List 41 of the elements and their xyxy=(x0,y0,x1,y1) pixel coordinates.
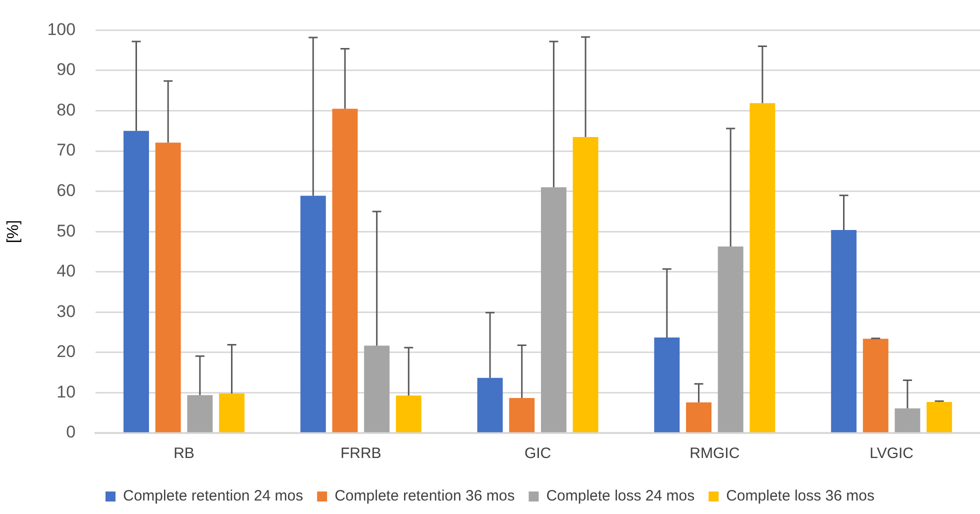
x-tick-label: RMGIC xyxy=(690,445,740,462)
x-tick-label: FRRB xyxy=(340,445,382,462)
y-tick-label: 20 xyxy=(56,342,76,362)
x-tick-label: LVGIC xyxy=(870,445,914,462)
bar xyxy=(332,108,358,432)
y-tick-label: 80 xyxy=(56,100,76,120)
bar xyxy=(509,398,535,432)
bar xyxy=(219,394,245,432)
y-tick-label: 50 xyxy=(56,221,76,240)
bar xyxy=(686,402,712,432)
y-tick-label: 70 xyxy=(56,140,76,160)
legend-label: Complete retention 36 mos xyxy=(334,488,515,505)
bar xyxy=(862,338,888,432)
y-tick-label: 0 xyxy=(66,422,76,442)
x-tick-label: GIC xyxy=(524,445,552,462)
bar xyxy=(654,338,680,432)
y-tick-label: 60 xyxy=(56,181,76,200)
bar xyxy=(187,395,213,432)
y-tick-label: 100 xyxy=(47,20,76,39)
legend-label: Complete loss 24 mos xyxy=(546,488,695,505)
bar xyxy=(477,378,503,432)
legend-label: Complete loss 36 mos xyxy=(726,488,874,505)
bar xyxy=(718,246,744,432)
bar xyxy=(396,396,422,432)
y-axis-title: [%] xyxy=(5,220,22,244)
y-tick-label: 90 xyxy=(56,60,76,80)
legend-label: Complete retention 24 mos xyxy=(123,488,304,505)
bar xyxy=(540,187,566,432)
bar xyxy=(894,408,920,432)
bar xyxy=(750,103,776,432)
y-tick-label: 30 xyxy=(56,302,76,321)
bar xyxy=(124,130,149,432)
bar xyxy=(831,230,857,432)
bar xyxy=(364,346,390,432)
bar xyxy=(300,196,326,432)
y-tick-label: 10 xyxy=(56,382,76,402)
y-tick-label: 40 xyxy=(56,262,76,281)
x-tick-label: RB xyxy=(174,445,194,462)
bar xyxy=(155,142,181,432)
bar xyxy=(572,136,598,432)
bar xyxy=(926,402,952,432)
